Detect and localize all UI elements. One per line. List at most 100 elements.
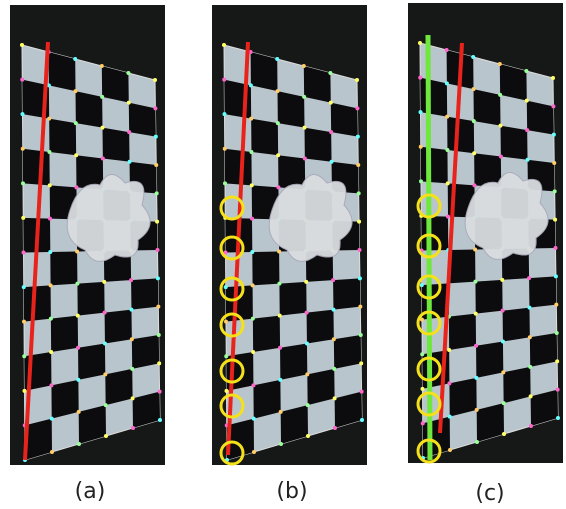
- corner-dot: [473, 248, 477, 252]
- corner-dot: [222, 78, 226, 82]
- corner-dot: [418, 41, 422, 45]
- corner-dot: [131, 396, 135, 400]
- corner-dot: [100, 64, 104, 68]
- corner-dot: [73, 57, 77, 61]
- corner-dot: [553, 189, 557, 193]
- corner-dot: [529, 394, 533, 398]
- corner-dot: [156, 248, 160, 252]
- board-square: [131, 278, 158, 309]
- corner-dot: [421, 387, 425, 391]
- corner-dot: [525, 99, 529, 103]
- corner-dot: [360, 390, 364, 394]
- panel-label: (b): [276, 479, 307, 504]
- corner-dot: [555, 331, 559, 335]
- corner-dot: [552, 161, 556, 165]
- corner-dot: [306, 403, 310, 407]
- corner-dot: [475, 408, 479, 412]
- corner-dot: [49, 350, 53, 354]
- corner-dot: [76, 346, 80, 350]
- board-square: [421, 147, 448, 184]
- board-square: [420, 78, 447, 117]
- corner-dot: [472, 183, 476, 187]
- board-square: [333, 278, 360, 309]
- corner-dot: [305, 311, 309, 315]
- board-square: [474, 153, 501, 187]
- corner-dot: [527, 306, 531, 310]
- corner-dot: [472, 151, 476, 155]
- corner-dot: [103, 372, 107, 376]
- corner-dot: [418, 76, 422, 80]
- corner-dot: [358, 276, 362, 280]
- corner-dot: [77, 410, 81, 414]
- corner-dot: [475, 440, 479, 444]
- corner-dot: [154, 163, 158, 167]
- corner-dot: [128, 160, 132, 164]
- corner-dot: [447, 348, 451, 352]
- board-square: [129, 103, 156, 137]
- board-square: [447, 117, 474, 154]
- board-square: [449, 378, 476, 417]
- board-square: [51, 380, 78, 419]
- corner-dot: [276, 121, 280, 125]
- board-square: [501, 126, 528, 160]
- corner-dot: [23, 389, 27, 393]
- corner-dot: [49, 383, 53, 387]
- board-square: [421, 216, 448, 251]
- corner-dot: [48, 183, 52, 187]
- corner-dot: [445, 81, 449, 85]
- corner-dot: [525, 128, 529, 132]
- corner-dot: [158, 390, 162, 394]
- corner-dot: [526, 158, 530, 162]
- corner-dot: [446, 181, 450, 185]
- corner-dot: [472, 119, 476, 123]
- corner-dot: [358, 248, 362, 252]
- board-square: [530, 333, 557, 367]
- panel-label: (a): [75, 479, 106, 504]
- corner-dot: [50, 450, 54, 454]
- corner-dot: [103, 311, 107, 315]
- corner-dot: [129, 308, 133, 312]
- corner-dot: [419, 145, 423, 149]
- corner-dot: [153, 106, 157, 110]
- corner-dot: [328, 71, 332, 75]
- corner-dot: [102, 280, 106, 284]
- corner-dot: [358, 305, 362, 309]
- corner-dot: [500, 278, 504, 282]
- board-square: [334, 335, 361, 369]
- corner-dot: [127, 130, 131, 134]
- corner-dot: [249, 117, 253, 121]
- corner-dot: [224, 354, 228, 358]
- corner-dot: [101, 126, 105, 130]
- corner-dot: [20, 78, 24, 82]
- corner-dot: [251, 283, 255, 287]
- corner-dot: [499, 155, 503, 159]
- photo: [10, 5, 165, 465]
- corner-dot: [157, 333, 161, 337]
- corner-dot: [357, 220, 361, 224]
- corner-dot: [551, 76, 555, 80]
- corner-dot: [49, 283, 53, 287]
- corner-dot: [156, 276, 160, 280]
- corner-dot: [448, 448, 452, 452]
- corner-dot: [554, 303, 558, 307]
- corner-dot: [498, 93, 502, 97]
- corner-dot: [249, 83, 253, 87]
- board-square: [50, 252, 77, 286]
- photo: [212, 5, 367, 465]
- board-square: [448, 250, 475, 284]
- corner-dot: [157, 361, 161, 365]
- corner-dot: [304, 280, 308, 284]
- board-square: [51, 316, 78, 352]
- board-square: [449, 314, 476, 350]
- photo: [408, 3, 563, 463]
- corner-dot: [155, 191, 159, 195]
- corner-dot: [277, 250, 281, 254]
- board-square: [305, 128, 332, 162]
- corner-dot: [21, 147, 25, 151]
- corner-dot: [74, 185, 78, 189]
- corner-dot: [502, 401, 506, 405]
- corner-dot: [76, 378, 80, 382]
- board-square: [279, 282, 306, 316]
- corner-dot: [47, 150, 51, 154]
- corner-dot: [445, 48, 449, 52]
